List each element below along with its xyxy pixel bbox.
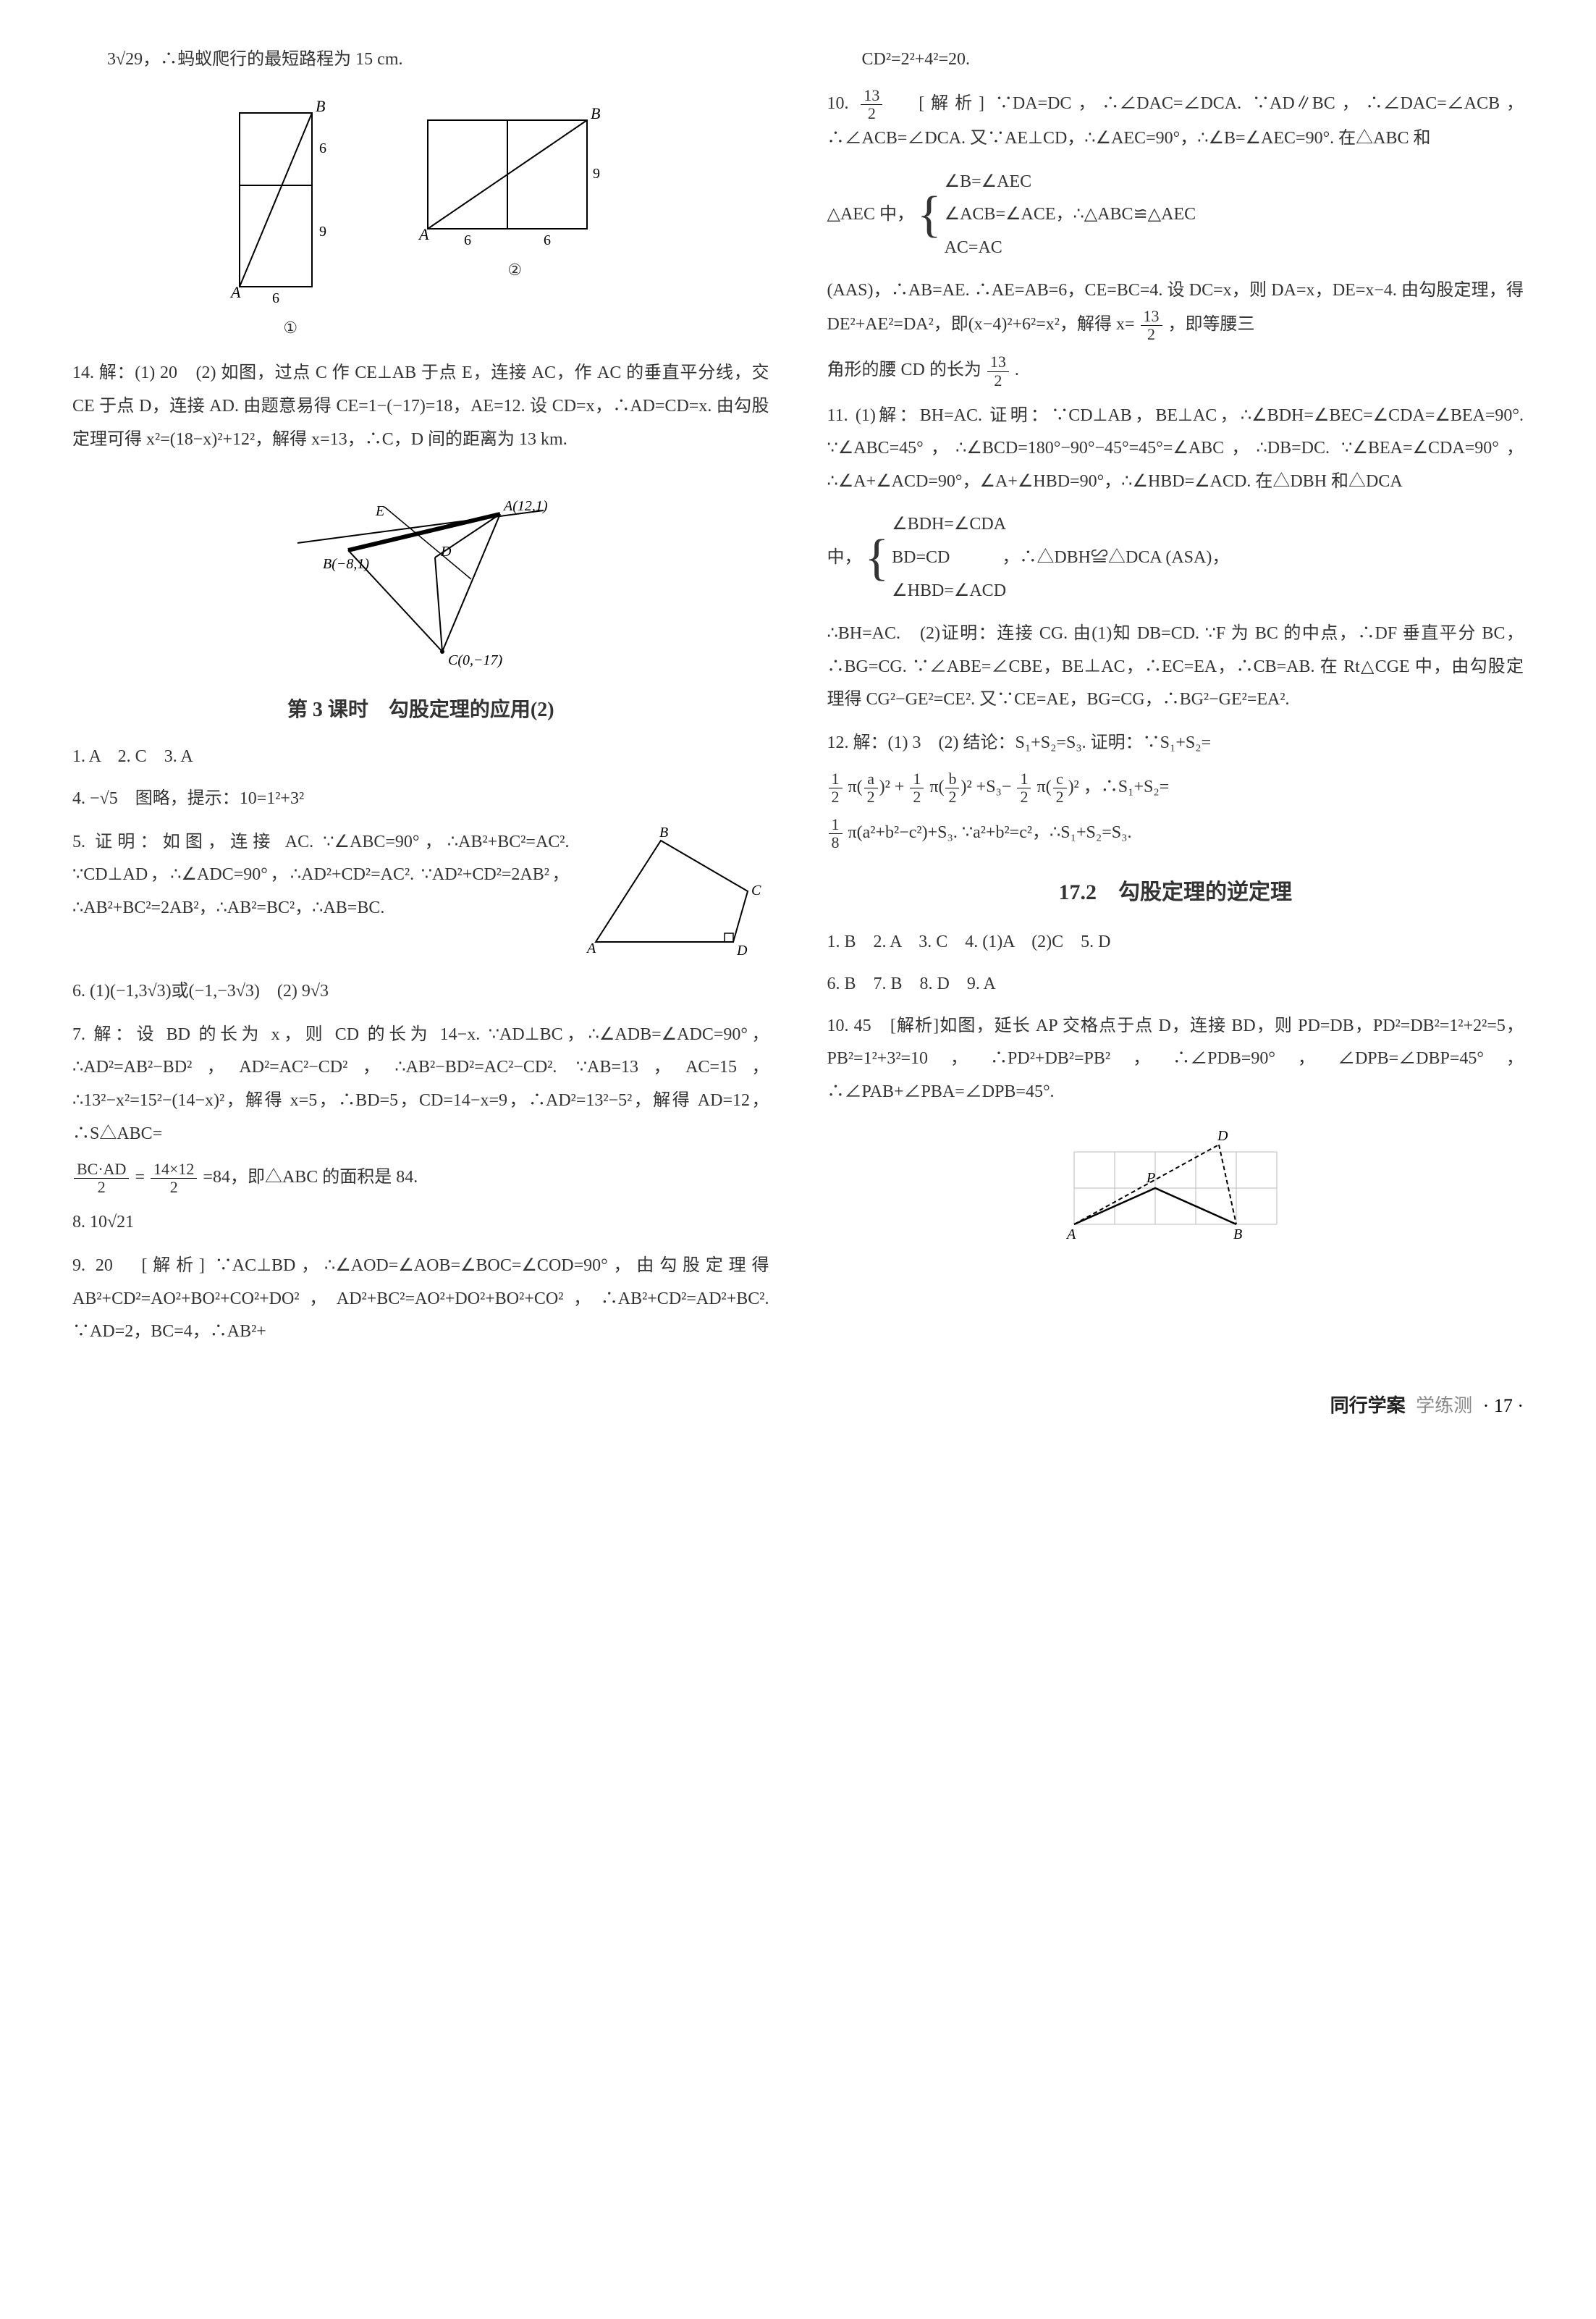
problem-7-frac-line: BC·AD 2 = 14×12 2 =84，即△ABC 的面积是 84.	[72, 1161, 769, 1196]
figure-1-caption: ①	[218, 313, 363, 343]
problem-6: 6. (1)(−1,3√3)或(−1,−3√3) (2) 9√3	[72, 975, 769, 1009]
frac-13-2: 13 2	[861, 87, 882, 122]
problem-10-tail3: .	[1015, 361, 1019, 380]
problem-11: 11. (1)解：BH=AC. 证明：∵CD⊥AB，BE⊥AC，∴∠BDH=∠B…	[827, 400, 1524, 499]
problem-14: 14. 解：(1) 20 (2) 如图，过点 C 作 CE⊥AB 于点 E，连接…	[72, 357, 769, 456]
frac-1-2-b: 12	[910, 770, 924, 806]
section-title-lesson3: 第 3 课时 勾股定理的应用(2)	[72, 691, 769, 729]
svg-text:C(0,−17): C(0,−17)	[448, 652, 502, 668]
figure-row-1: A B 6 9 6 ① A B 6 6 9	[72, 91, 769, 343]
problem-r10: 10. 45 [解析]如图，延长 AP 交格点于点 D，连接 BD，则 PD=D…	[827, 1010, 1524, 1109]
problem-9-cont: CD²=2²+4²=20.	[827, 43, 1524, 77]
svg-text:B: B	[591, 104, 600, 122]
svg-text:E: E	[375, 503, 384, 519]
frac-1-2-c: 12	[1017, 770, 1031, 806]
svg-text:A: A	[418, 225, 429, 243]
svg-text:A(12,1): A(12,1)	[502, 498, 548, 514]
svg-text:6: 6	[319, 140, 326, 156]
problem-7-body: 7. 解：设 BD 的长为 x，则 CD 的长为 14−x. ∵AD⊥BC，∴∠…	[72, 1025, 769, 1143]
problem-7: 7. 解：设 BD 的长为 x，则 CD 的长为 14−x. ∵AD⊥BC，∴∠…	[72, 1019, 769, 1150]
brace-pre-10: △AEC 中，	[827, 198, 914, 232]
problem-12-line3: 18 π(a²+b²−c²)+S₃. ∵a²+b²=c²，∴S₁+S₂=S₃.	[827, 816, 1524, 851]
problem-10-tail1: ，即等腰三	[1168, 315, 1255, 334]
svg-text:B: B	[316, 97, 325, 115]
svg-text:6: 6	[544, 232, 551, 248]
problem-12-line2: 12 π(a2)² + 12 π(b2)² +S₃− 12 π(c2)² ，∴S…	[827, 770, 1524, 806]
frac-14x12-over-2: 14×12 2	[151, 1161, 197, 1196]
problem-12: 12. 解：(1) 3 (2) 结论：S₁+S₂=S₃. 证明：∵S₁+S₂=	[827, 727, 1524, 760]
frac-1-8: 18	[829, 816, 843, 851]
frac-1-2-a: 12	[829, 770, 843, 806]
brace-pre-11: 中，	[827, 542, 862, 575]
problem-4: 4. −√5 图略，提示：10=1²+3²	[72, 783, 769, 816]
answers-line-3: 6. B 7. B 8. D 9. A	[827, 968, 1524, 1001]
problem-10-body: [解析] ∵DA=DC，∴∠DAC=∠DCA. ∵AD∥BC，∴∠DAC=∠AC…	[827, 94, 1524, 148]
frac-b-2: b2	[945, 770, 959, 806]
svg-text:6: 6	[464, 232, 471, 248]
svg-text:D: D	[736, 943, 748, 956]
svg-text:9: 9	[593, 166, 600, 182]
footer-brand-2: 学练测	[1416, 1395, 1472, 1416]
problem-7-tail: =84，即△ABC 的面积是 84.	[203, 1168, 418, 1187]
problem-10-brace: △AEC 中， { ∠B=∠AEC ∠ACB=∠ACE，∴△ABC≌△AEC A…	[827, 166, 1524, 265]
svg-text:B: B	[1233, 1226, 1242, 1242]
figure-1: A B 6 9 6 ①	[218, 91, 363, 343]
figure-5: A B D P	[827, 1123, 1524, 1268]
svg-text:D: D	[440, 544, 452, 560]
brace-10-l3: AC=AC	[945, 232, 1196, 265]
figure-2-caption: ②	[406, 255, 623, 285]
brace-11-l1: ∠BDH=∠CDA	[892, 508, 1229, 542]
brace-11-l2: BD=CD ，∴△DBH≌△DCA (ASA)，	[892, 542, 1229, 575]
frac-c-2: c2	[1053, 770, 1067, 806]
svg-text:B(−8,1): B(−8,1)	[323, 556, 369, 572]
problem-10: 10. 13 2 [解析] ∵DA=DC，∴∠DAC=∠DCA. ∵AD∥BC，…	[827, 87, 1524, 156]
problem-9: 9. 20 [解析] ∵AC⊥BD，∴∠AOD=∠AOB=∠BOC=∠COD=9…	[72, 1250, 769, 1349]
figure-3: A(12,1) B(−8,1) C(0,−17) D E	[72, 471, 769, 673]
left-column: 3√29，∴蚂蚁爬行的最短路程为 15 cm. A B 6 9 6 ①	[72, 43, 769, 1359]
intro-text: 3√29，∴蚂蚁爬行的最短路程为 15 cm.	[72, 43, 769, 77]
svg-text:6: 6	[272, 290, 279, 306]
problem-5-block: A B C D 5. 证明：如图，连接 AC. ∵∠ABC=90°，∴AB²+B…	[72, 826, 769, 976]
section-title-17-2: 17.2 勾股定理的逆定理	[827, 872, 1524, 913]
frac-13-2-c: 13 2	[987, 353, 1009, 389]
svg-text:A: A	[586, 940, 596, 956]
problem-10-tail2: 角形的腰 CD 的长为	[827, 361, 981, 380]
page-columns: 3√29，∴蚂蚁爬行的最短路程为 15 cm. A B 6 9 6 ①	[72, 43, 1524, 1359]
answers-line-2: 1. B 2. A 3. C 4. (1)A (2)C 5. D	[827, 926, 1524, 959]
problem-8: 8. 10√21	[72, 1206, 769, 1240]
footer-page-number: · 17 ·	[1483, 1395, 1524, 1416]
problem-11-after: ∴BH=AC. (2)证明：连接 CG. 由(1)知 DB=CD. ∵F 为 B…	[827, 618, 1524, 717]
right-column: CD²=2²+4²=20. 10. 13 2 [解析] ∵DA=DC，∴∠DAC…	[827, 43, 1524, 1359]
frac-bcad-over-2: BC·AD 2	[74, 1161, 129, 1196]
figure-4: A B C D	[581, 826, 769, 969]
problem-10-tail-line: 角形的腰 CD 的长为 13 2 .	[827, 353, 1524, 389]
brace-10-l2: ∠ACB=∠ACE，∴△ABC≌△AEC	[945, 198, 1196, 232]
figure-2: A B 6 6 9 ②	[406, 91, 623, 343]
problem-10-lead: 10.	[827, 94, 849, 113]
svg-text:A: A	[1065, 1226, 1076, 1242]
brace-11-l3: ∠HBD=∠ACD	[892, 575, 1229, 608]
svg-text:P: P	[1146, 1170, 1155, 1186]
frac-a-2: a2	[864, 770, 878, 806]
brace-10-l1: ∠B=∠AEC	[945, 166, 1196, 199]
svg-text:A: A	[229, 283, 241, 301]
page-footer: 同行学案 学练测 · 17 ·	[72, 1388, 1524, 1423]
answers-line-1: 1. A 2. C 3. A	[72, 741, 769, 774]
svg-text:B: B	[659, 826, 668, 841]
svg-text:C: C	[751, 883, 761, 898]
footer-brand-1: 同行学案	[1330, 1395, 1406, 1416]
frac-13-2-b: 13 2	[1141, 308, 1162, 343]
problem-10-after: (AAS)，∴AB=AE. ∴AE=AB=6，CE=BC=4. 设 DC=x，则…	[827, 274, 1524, 343]
problem-11-brace: 中， { ∠BDH=∠CDA BD=CD ，∴△DBH≌△DCA (ASA)， …	[827, 508, 1524, 607]
svg-text:D: D	[1217, 1128, 1228, 1144]
svg-text:9: 9	[319, 224, 326, 240]
